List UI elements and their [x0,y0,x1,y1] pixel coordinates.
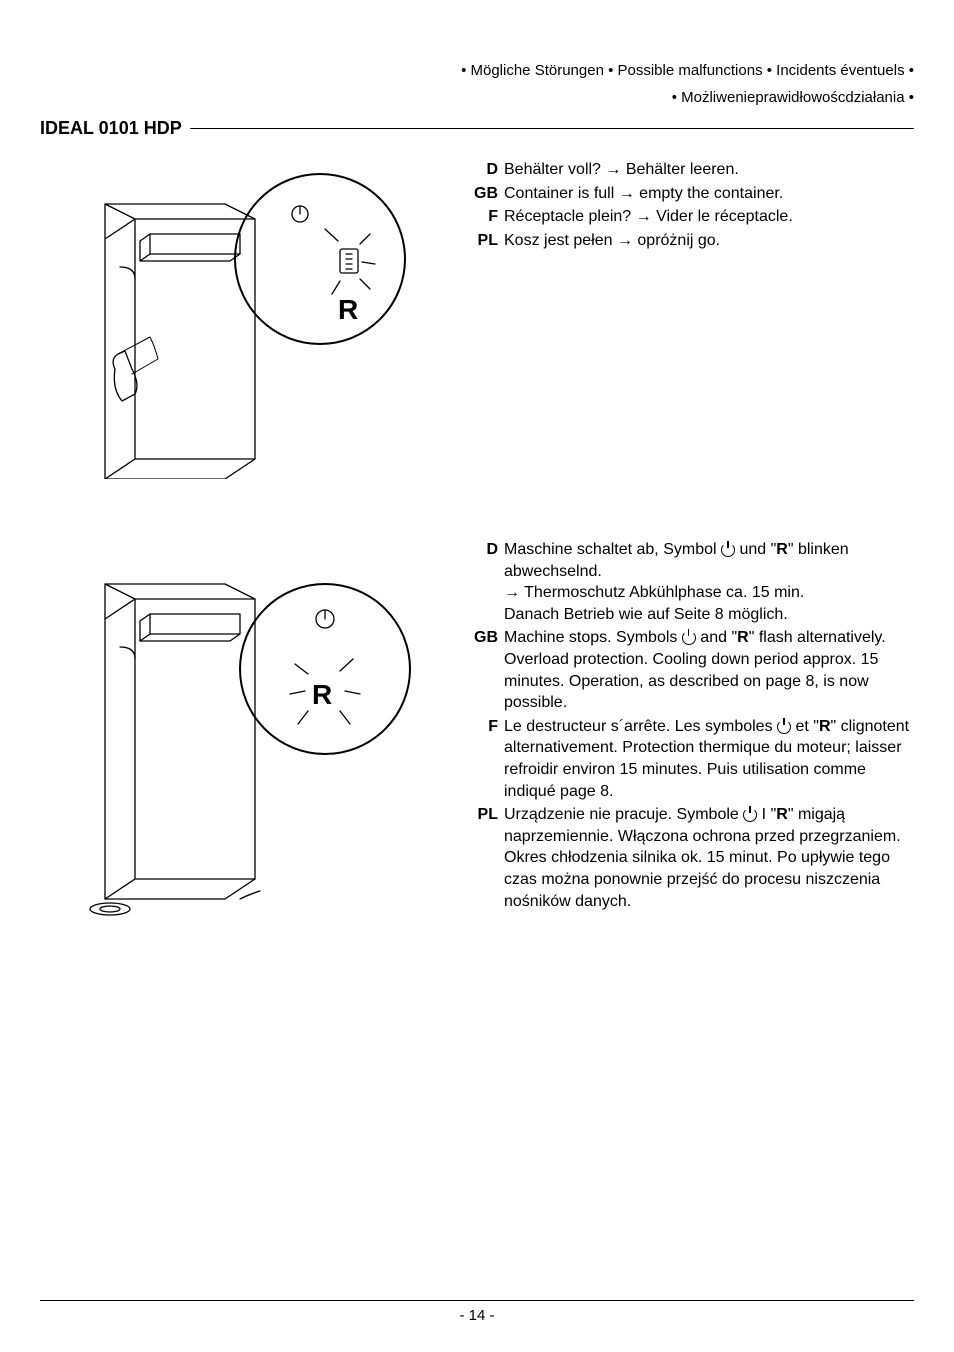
text-d-1: Behälter voll? → Behälter leeren. [504,159,914,181]
lang-f: F [470,206,504,228]
lang-gb-2: GB [470,627,504,713]
text-d-2: Maschine schaltet ab, Symbol und "R" bli… [504,539,914,625]
lang-d-2: D [470,539,504,625]
power-icon [777,719,791,733]
title-row: IDEAL 0101 HDP [40,118,914,139]
text-pl-1: Kosz jest pełen → opróżnij go. [504,230,914,252]
item-gb-2: GB Machine stops. Symbols and "R" flash … [470,627,914,713]
power-icon [682,630,696,644]
power-icon [721,542,735,556]
title-rule [190,128,914,129]
text-column-1: D Behälter voll? → Behälter leeren. GB C… [470,159,914,479]
callout-letter-r-1: R [338,294,358,325]
text-gb-1: Container is full → empty the container. [504,183,914,205]
lang-f-2: F [470,716,504,802]
page-number: - 14 - [459,1307,494,1324]
shredder-illustration-1: R [40,159,430,479]
shredder-illustration-2: R [40,539,430,939]
lang-gb: GB [470,183,504,205]
power-icon [743,807,757,821]
product-title: IDEAL 0101 HDP [40,118,182,139]
lang-pl: PL [470,230,504,252]
lang-d: D [470,159,504,181]
text-column-2: D Maschine schaltet ab, Symbol und "R" b… [470,539,914,914]
item-pl-1: PL Kosz jest pełen → opróżnij go. [470,230,914,252]
callout-letter-r-2: R [312,679,332,710]
section-overheat: R D Maschine schaltet ab, Symbol und "R"… [40,539,914,914]
section-container-full: R D Behälter voll? → Behälter leeren. GB… [40,159,914,479]
lang-pl-2: PL [470,804,504,912]
item-f-1: F Réceptacle plein? → Vider le réceptacl… [470,206,914,228]
header-line-1: • Mögliche Störungen • Possible malfunct… [40,60,914,81]
item-d-1: D Behälter voll? → Behälter leeren. [470,159,914,181]
text-f-1: Réceptacle plein? → Vider le réceptacle. [504,206,914,228]
item-d-2: D Maschine schaltet ab, Symbol und "R" b… [470,539,914,625]
text-f-2: Le destructeur s´arrête. Les symboles et… [504,716,914,802]
item-pl-2: PL Urządzenie nie pracuje. Symbole I "R"… [470,804,914,912]
illustration-container-full: R [40,159,430,479]
text-gb-2: Machine stops. Symbols and "R" flash alt… [504,627,914,713]
page-footer: - 14 - [40,1300,914,1324]
item-f-2: F Le destructeur s´arrête. Les symboles … [470,716,914,802]
illustration-overheat: R [40,539,430,859]
text-pl-2: Urządzenie nie pracuje. Symbole I "R" mi… [504,804,914,912]
item-gb-1: GB Container is full → empty the contain… [470,183,914,205]
header-line-2: • Możliwenieprawidłowoścdziałania • [40,87,914,108]
